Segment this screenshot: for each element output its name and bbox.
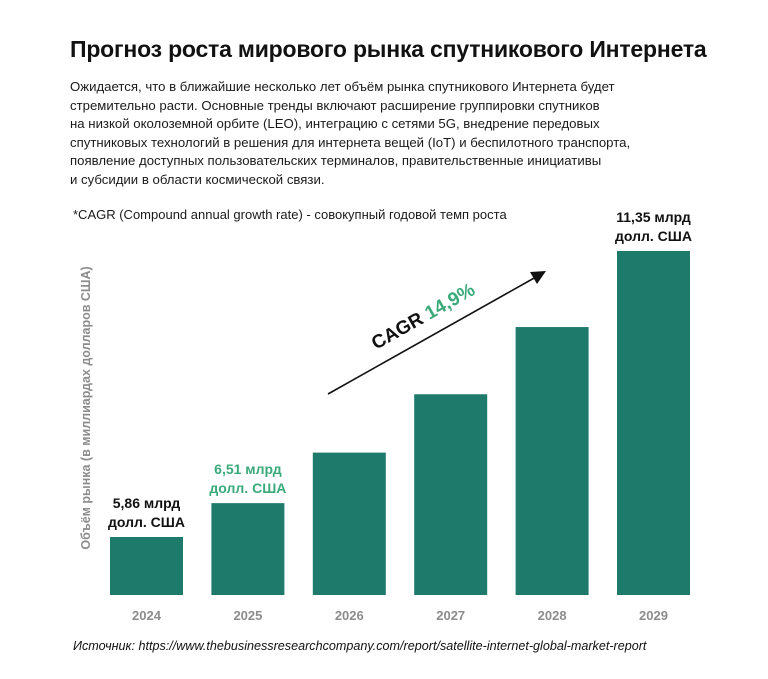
data-label: 5,86 млрд (113, 495, 181, 511)
description-line: и субсидии в области космической связи. (70, 171, 325, 187)
data-label: долл. США (615, 228, 692, 244)
data-label: долл. США (209, 480, 286, 496)
cagr-arrowhead (530, 271, 546, 284)
bar (414, 394, 488, 595)
description-line: спутниковых технологий в решения для инт… (70, 134, 631, 150)
data-label: 6,51 млрд (214, 461, 282, 477)
cagr-value: 14,9% (421, 280, 478, 325)
y-axis-label: Объём рынка (в миллиардах долларов США) (79, 266, 93, 549)
cagr-arrow (327, 276, 537, 395)
description: Ожидается, что в ближайшие несколько лет… (70, 78, 710, 190)
bar (211, 503, 285, 595)
bar (312, 452, 386, 595)
description-line: стремительно расти. Основные тренды вклю… (70, 97, 600, 113)
x-tick-label: 2025 (233, 608, 262, 623)
cagr-annotation: CAGR 14,9% (368, 280, 479, 355)
x-tick-label: 2028 (538, 608, 567, 623)
source-citation: Источник: https://www.thebusinessresearc… (73, 639, 647, 653)
cagr-footnote: *CAGR (Compound annual growth rate) - со… (73, 207, 507, 222)
x-tick-label: 2029 (639, 608, 668, 623)
bar (110, 537, 183, 595)
x-tick-label: 2026 (335, 608, 364, 623)
bar (617, 251, 690, 595)
x-tick-label: 2027 (436, 608, 465, 623)
data-label: 11,35 млрд (616, 209, 691, 225)
description-line: на низкой околоземной орбите (LEO), инте… (70, 116, 600, 132)
data-label: долл. США (108, 514, 185, 530)
bar (515, 327, 589, 595)
description-line: Ожидается, что в ближайшие несколько лет… (70, 79, 615, 94)
cagr-prefix: CAGR (368, 306, 432, 354)
description-line: появление доступных пользовательских тер… (70, 153, 602, 169)
chart-title: Прогноз роста мирового рынка спутниковог… (70, 36, 707, 62)
x-tick-label: 2024 (132, 608, 162, 623)
